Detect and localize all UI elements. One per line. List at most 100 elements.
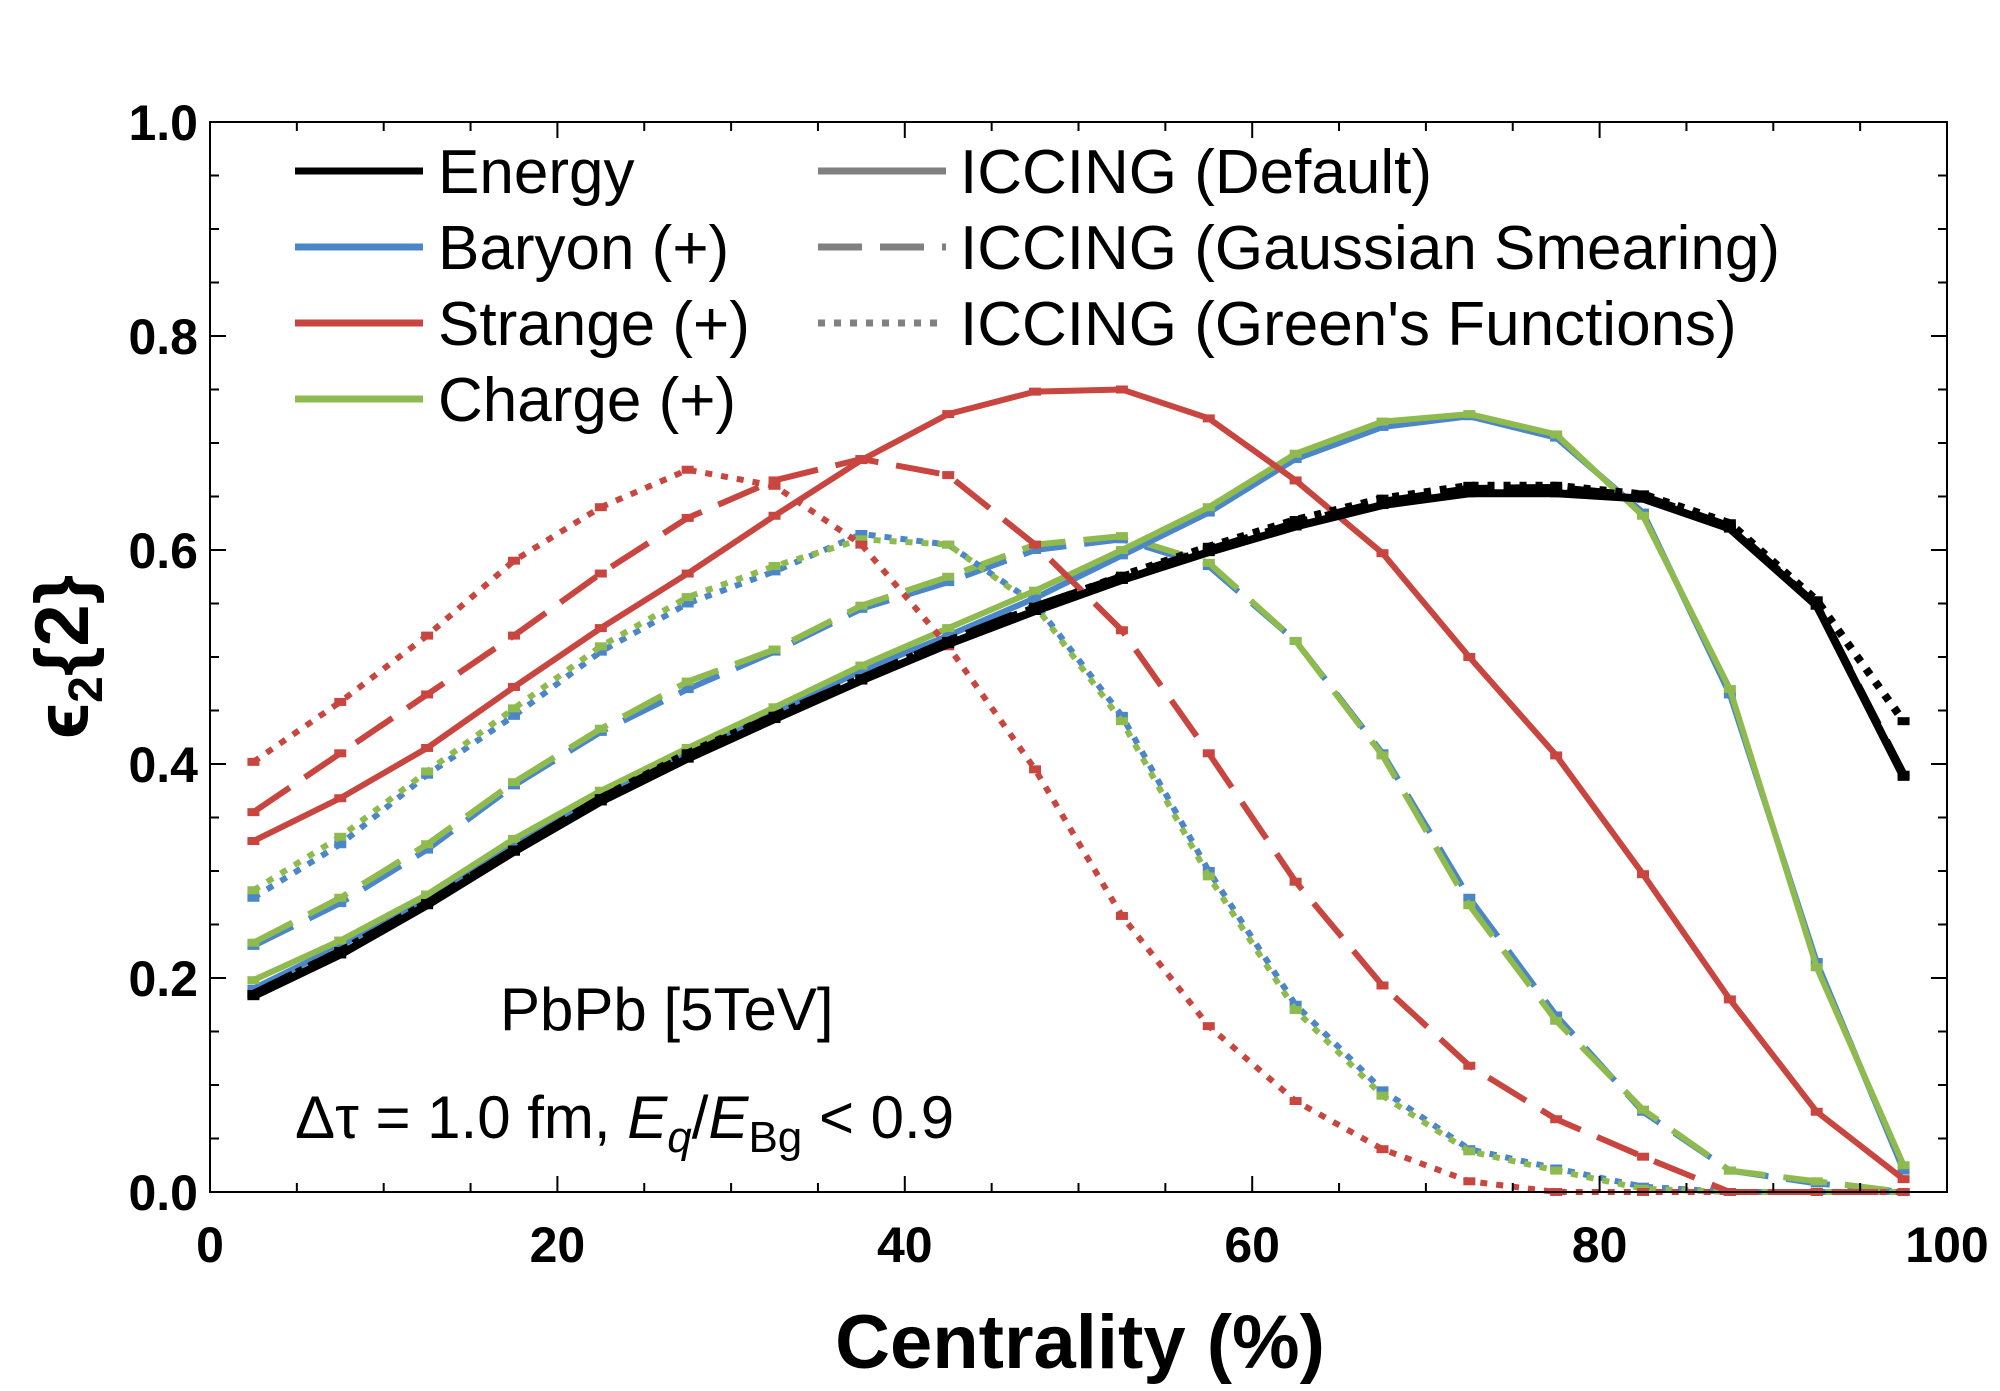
plot-frame	[209, 121, 1948, 1193]
y-axis-braces: {2}	[20, 575, 105, 676]
x-tick-label: 60	[1224, 1217, 1280, 1273]
data-point	[1289, 636, 1302, 645]
annotation-params-prefix: Δτ = 1.0 fm,	[295, 1084, 627, 1151]
data-point	[1463, 410, 1476, 419]
data-point	[1463, 1061, 1476, 1070]
data-point	[1637, 511, 1650, 520]
data-point	[1723, 995, 1736, 1004]
data-point	[1637, 1105, 1650, 1114]
data-point	[507, 834, 520, 843]
data-point	[334, 950, 347, 959]
data-point	[1202, 508, 1215, 517]
data-point	[1289, 1097, 1302, 1106]
data-point	[334, 794, 347, 803]
data-point	[1376, 422, 1389, 431]
data-point	[594, 724, 607, 733]
data-point	[1376, 751, 1389, 760]
data-point	[1810, 1107, 1823, 1116]
legend-label-gaussian: ICCING (Gaussian Smearing)	[960, 214, 1780, 283]
data-point	[855, 661, 868, 670]
data-point	[1723, 1166, 1736, 1175]
data-point	[942, 540, 955, 549]
data-point	[1029, 765, 1042, 774]
data-point	[1202, 558, 1215, 567]
data-point	[942, 572, 955, 581]
data-point	[1550, 489, 1563, 498]
annotation-params-e: E	[627, 1084, 668, 1151]
data-point	[507, 711, 520, 720]
data-point	[681, 513, 694, 522]
data-point	[334, 749, 347, 758]
legend-label-default: ICCING (Default)	[960, 138, 1432, 207]
data-point	[855, 666, 868, 675]
series-line	[251, 456, 1904, 1195]
data-point	[334, 832, 347, 841]
x-axis-title: Centrality (%)	[835, 1300, 1325, 1385]
x-tick-label: 40	[877, 1217, 933, 1273]
data-point	[681, 743, 694, 752]
x-tick-label: 100	[1905, 1217, 1988, 1273]
data-point	[1289, 522, 1302, 531]
data-point	[1550, 1115, 1563, 1124]
data-point	[1550, 481, 1563, 490]
data-point	[421, 901, 434, 910]
data-point	[507, 631, 520, 640]
data-point	[1029, 586, 1042, 595]
y-axis-symbol: ϵ	[20, 703, 105, 739]
data-point	[681, 677, 694, 686]
data-point	[334, 697, 347, 706]
annotation-params-e2: E	[708, 1084, 749, 1151]
data-point	[1115, 711, 1128, 720]
data-point	[1202, 749, 1215, 758]
data-point	[942, 624, 955, 633]
data-point	[1289, 476, 1302, 485]
data-point	[1463, 653, 1476, 661]
data-point	[1463, 901, 1476, 910]
data-point	[594, 786, 607, 795]
data-point	[594, 647, 607, 656]
data-point	[1289, 455, 1302, 464]
data-point	[1202, 548, 1215, 557]
data-point	[855, 601, 868, 610]
y-axis-title: ϵ2{2}	[20, 575, 113, 740]
data-point	[1723, 519, 1736, 528]
data-point	[1463, 489, 1476, 498]
data-point	[1115, 551, 1128, 560]
x-tick-labels: 0 20 40 60 80 100	[196, 1217, 1989, 1273]
data-point	[1897, 1161, 1910, 1170]
legend-label-baryon: Baryon (+)	[438, 214, 729, 283]
data-point	[1202, 542, 1215, 551]
data-point	[247, 984, 260, 993]
data-point	[1897, 1166, 1910, 1175]
series-line	[252, 386, 1906, 1182]
data-point	[1897, 1175, 1910, 1184]
data-point	[507, 704, 520, 713]
annotation-params-slash: /	[692, 1084, 709, 1151]
data-point	[1463, 1177, 1476, 1186]
data-point	[421, 890, 434, 899]
data-point	[594, 797, 607, 806]
x-tick-label: 80	[1572, 1217, 1628, 1273]
data-point	[855, 676, 868, 685]
data-point	[768, 511, 781, 520]
data-point	[1202, 503, 1215, 512]
data-point	[247, 976, 260, 985]
y-tick-label: 0.4	[128, 737, 198, 793]
legend-label-energy: Energy	[438, 138, 634, 207]
series-line	[252, 411, 1907, 1167]
data-point	[768, 562, 781, 571]
data-point	[1550, 430, 1563, 439]
data-point	[334, 893, 347, 902]
y-tick-label: 0.2	[128, 951, 198, 1007]
legend-label-strange: Strange (+)	[438, 290, 750, 359]
data-point	[1115, 575, 1128, 584]
y-tick-labels: 0.0 0.2 0.4 0.6 0.8 1.0	[128, 95, 198, 1221]
data-point	[1897, 717, 1910, 726]
series-line	[251, 489, 1908, 1000]
legend: Energy Baryon (+) Strange (+) Charge (+)…	[295, 138, 1780, 435]
annotation-system: PbPb [5TeV]	[500, 976, 834, 1043]
data-point	[681, 593, 694, 602]
data-point	[1550, 1016, 1563, 1025]
data-point	[507, 682, 520, 691]
data-point	[1637, 494, 1650, 503]
